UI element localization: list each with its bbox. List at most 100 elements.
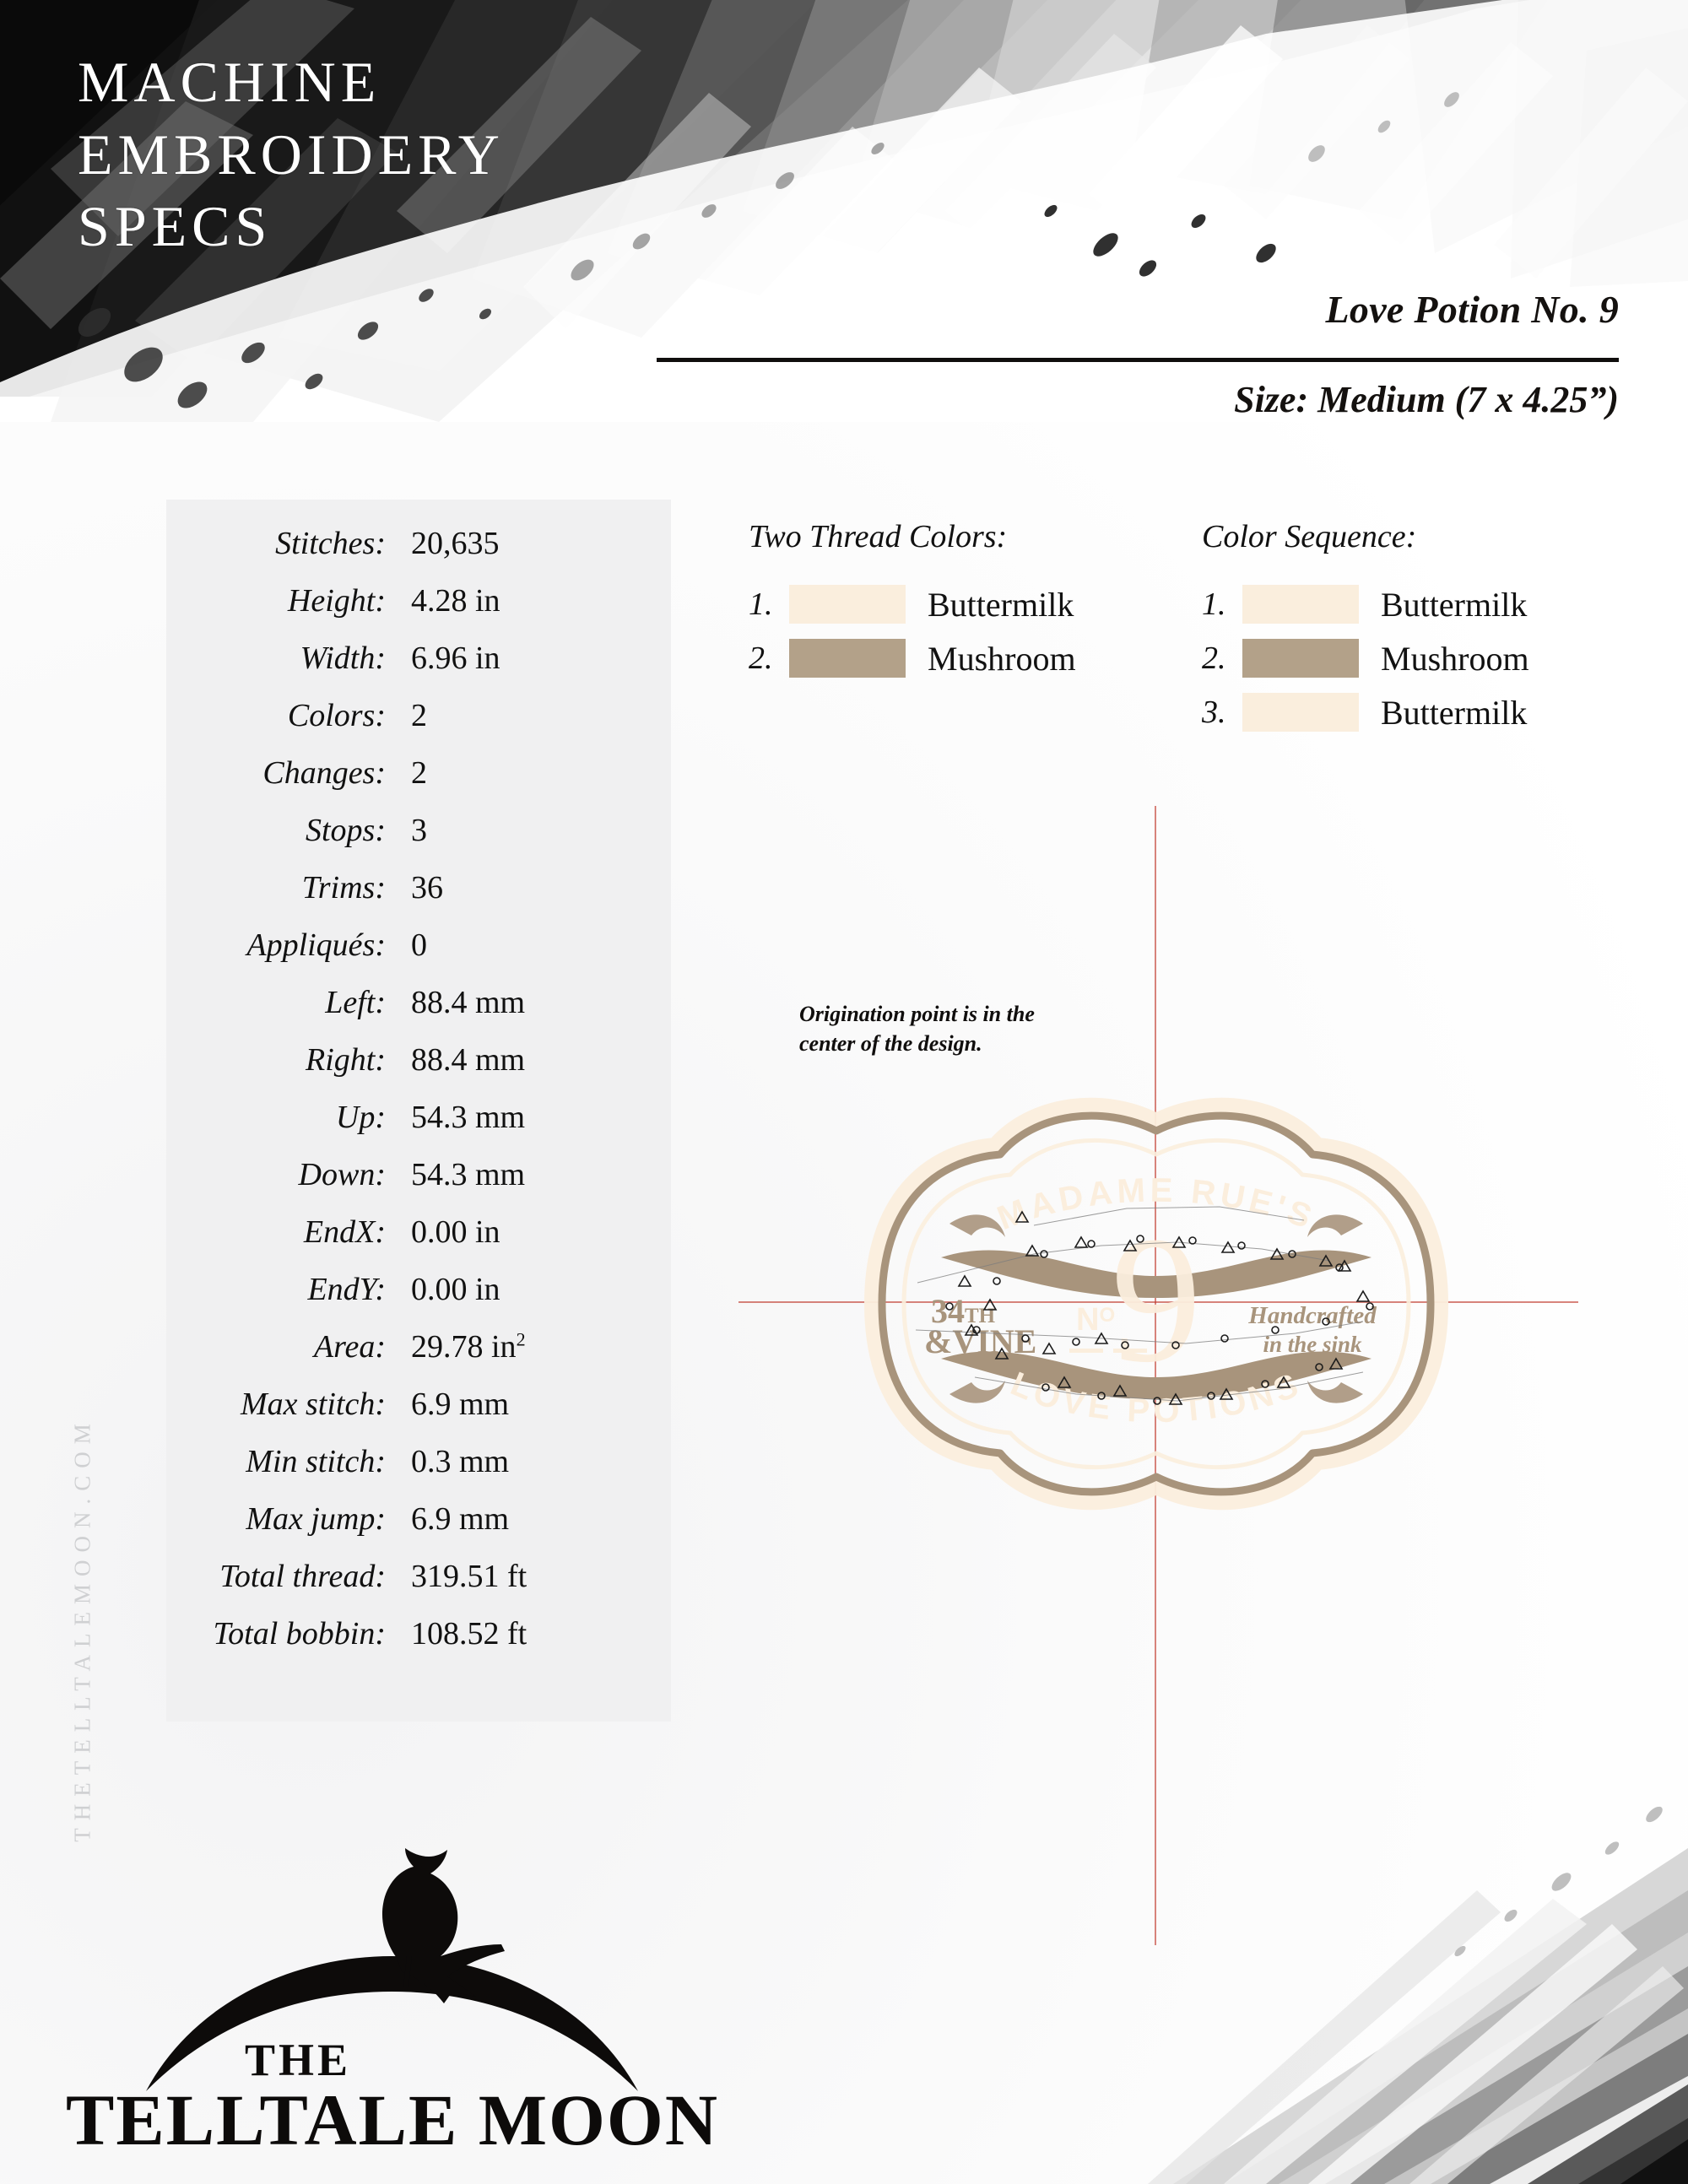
spec-row: Max stitch: 6.9 mm (166, 1386, 671, 1443)
swatch-row: 2. Mushroom (749, 631, 1076, 685)
spec-row: Changes: 2 (166, 754, 671, 812)
logo-word-telltale-moon: TELLTALE MOON (66, 2079, 719, 2160)
spec-label: Trims: (301, 870, 386, 905)
spec-row: Stops: 3 (166, 812, 671, 869)
swatch-index: 1. (749, 587, 773, 622)
spec-value: 0 (411, 927, 427, 963)
spec-label: Total bobbin: (213, 1616, 386, 1652)
spec-row: EndX: 0.00 in (166, 1214, 671, 1271)
spec-label: Min stitch: (246, 1444, 386, 1479)
badge-inner-frame (901, 1138, 1411, 1470)
spec-value: 6.96 in (411, 641, 500, 676)
spec-row: Colors: 2 (166, 697, 671, 754)
color-sequence-section: Color Sequence: 1. Buttermilk 2. Mushroom 3.… (1202, 518, 1529, 739)
spec-value: 6.9 mm (411, 1387, 510, 1422)
title-line-1: MACHINE (78, 50, 381, 114)
design-text-right-2: in the sink (1263, 1332, 1362, 1357)
swatch-row: 3. Buttermilk (1202, 685, 1529, 739)
spec-value: 29.78 in2 (411, 1328, 526, 1365)
spec-value: 20,635 (411, 526, 500, 561)
badge-glow (863, 1097, 1449, 1511)
color-name: Buttermilk (1381, 693, 1528, 732)
spec-value: 3 (411, 813, 427, 848)
swatch-index: 2. (749, 641, 773, 676)
spec-row: EndY: 0.00 in (166, 1271, 671, 1328)
spec-value: 319.51 ft (411, 1559, 528, 1594)
crescent-moon-icon (146, 1956, 638, 2091)
color-name: Buttermilk (1381, 585, 1528, 624)
spec-row: Appliqués: 0 (166, 927, 671, 984)
design-text-left-2: &VINE (924, 1322, 1036, 1360)
swatch-row: 1. Buttermilk (1202, 577, 1529, 631)
vertical-website-url: THETELLTALEMOON.COM (69, 1416, 95, 1842)
swatch-row: 2. Mushroom (1202, 631, 1529, 685)
thread-colors-section: Two Thread Colors: 1. Buttermilk 2. Mushroo… (749, 518, 1076, 685)
origination-note: Origination point is in the center of th… (799, 1002, 1035, 1056)
spec-row: Total thread: 319.51 ft (166, 1558, 671, 1615)
spec-value: 54.3 mm (411, 1100, 526, 1135)
design-name: Love Potion No. 9 (1325, 288, 1619, 331)
thread-colors-heading: Two Thread Colors: (749, 519, 1008, 554)
spec-row: Left: 88.4 mm (166, 984, 671, 1041)
spec-row: Height: 4.28 in (166, 582, 671, 640)
badge-outer-frame (878, 1111, 1435, 1496)
spec-row: Right: 88.4 mm (166, 1041, 671, 1099)
title-line-3: SPECS (78, 194, 273, 259)
spec-label: Changes: (262, 755, 386, 791)
spec-value-superscript: 2 (516, 1328, 526, 1350)
footer-brush-artwork (971, 1755, 1688, 2184)
swatch-index: 1. (1202, 587, 1226, 622)
spec-value: 108.52 ft (411, 1616, 528, 1652)
spec-label: Up: (335, 1100, 386, 1135)
spec-value: 54.3 mm (411, 1157, 526, 1192)
spec-row: Max jump: 6.9 mm (166, 1500, 671, 1558)
stitch-markers (945, 1210, 1374, 1405)
embroidery-design-preview: 9 MADAME RUE'S LOVE POTIONS 34TH &VINE N… (823, 1080, 1490, 1527)
color-swatch (1242, 585, 1359, 624)
design-size: Size: Medium (7 x 4.25”) (1234, 379, 1619, 420)
color-swatch (1242, 693, 1359, 732)
spec-table: Stitches: 20,635 Height: 4.28 in Width: 6.96 … (166, 500, 671, 1673)
crosshair-vertical (1155, 806, 1156, 1945)
spec-label: Stops: (306, 813, 386, 848)
swatch-index: 2. (1202, 641, 1226, 676)
spec-label: EndY: (307, 1272, 386, 1307)
spec-panel-background (166, 500, 671, 1722)
spec-row: Min stitch: 0.3 mm (166, 1443, 671, 1500)
thread-colors-list: 1. Buttermilk 2. Mushroom (749, 577, 1076, 685)
design-numeral: 9 (1111, 1198, 1202, 1400)
spec-label: Stitches: (275, 526, 386, 561)
top-ribbon (941, 1250, 1372, 1298)
brand-logo (66, 1838, 690, 2142)
spec-label: Max jump: (246, 1501, 386, 1537)
spec-row: Total bobbin: 108.52 ft (166, 1615, 671, 1673)
spec-label: Colors: (287, 698, 386, 733)
spec-label: Down: (298, 1157, 386, 1192)
swatch-row: 1. Buttermilk (749, 577, 1076, 631)
spec-row: Area: 29.78 in2 (166, 1328, 671, 1386)
color-sequence-heading: Color Sequence: (1202, 519, 1417, 554)
spec-row: Trims: 36 (166, 869, 671, 927)
spec-row: Width: 6.96 in (166, 640, 671, 697)
spec-label: Height: (287, 583, 386, 619)
spec-value: 0.00 in (411, 1214, 500, 1250)
spec-label: Total thread: (219, 1559, 386, 1594)
spec-value: 4.28 in (411, 583, 500, 619)
spec-value: 88.4 mm (411, 1042, 526, 1078)
spec-label: Max stitch: (240, 1387, 386, 1422)
spec-value: 0.00 in (411, 1272, 500, 1307)
spec-label: EndX: (303, 1214, 386, 1250)
stitch-connectors (915, 1206, 1364, 1402)
color-swatch (789, 639, 906, 678)
spec-value: 2 (411, 698, 427, 733)
crow-icon (381, 1848, 505, 2003)
title-line-2: EMBROIDERY (78, 122, 505, 187)
spec-label: Left: (325, 985, 386, 1020)
crosshair-horizontal (738, 1301, 1578, 1303)
spec-label: Appliqués: (246, 927, 386, 963)
spec-value: 0.3 mm (411, 1444, 510, 1479)
spec-label: Width: (300, 641, 386, 676)
spec-value: 36 (411, 870, 443, 905)
spec-value: 6.9 mm (411, 1501, 510, 1537)
spec-label: Right: (306, 1042, 386, 1078)
